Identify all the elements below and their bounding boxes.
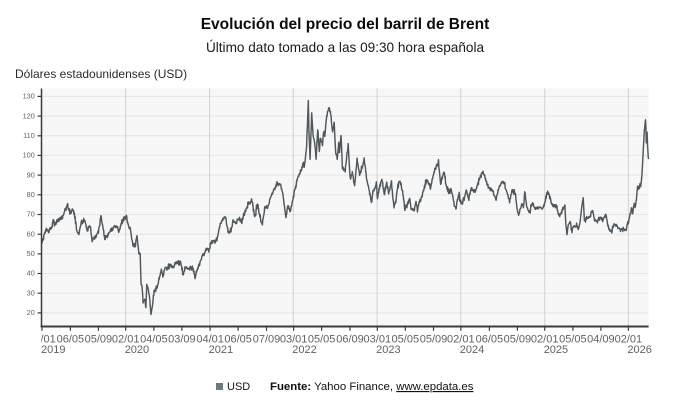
svg-text:80: 80 (27, 190, 35, 199)
svg-text:04/05: 04/05 (140, 334, 168, 346)
svg-text:02/01: 02/01 (447, 334, 475, 346)
svg-text:02/01: 02/01 (112, 334, 140, 346)
svg-text:40: 40 (27, 269, 35, 278)
svg-text:05/09: 05/09 (504, 334, 532, 346)
svg-text:07/09: 07/09 (253, 334, 281, 346)
svg-text:30: 30 (27, 288, 35, 297)
svg-text:Fuente: Yahoo Finance, www.epd: Fuente: Yahoo Finance, www.epdata.es (270, 381, 474, 393)
svg-text:70: 70 (27, 210, 35, 219)
svg-text:130: 130 (23, 92, 35, 101)
svg-text:90: 90 (27, 170, 35, 179)
svg-text:06/05: 06/05 (476, 334, 504, 346)
svg-text:04/09: 04/09 (587, 334, 615, 346)
svg-text:2020: 2020 (125, 344, 149, 356)
svg-text:03/09: 03/09 (168, 334, 196, 346)
svg-text:03/01: 03/01 (364, 334, 392, 346)
svg-text:06/05: 06/05 (57, 334, 85, 346)
svg-text:2021: 2021 (209, 344, 233, 356)
svg-text:02/01: 02/01 (615, 334, 643, 346)
svg-text:04/01: 04/01 (196, 334, 224, 346)
svg-text:05/09: 05/09 (85, 334, 113, 346)
svg-text:06/05: 06/05 (224, 334, 252, 346)
svg-text:20: 20 (27, 308, 35, 317)
svg-text:05/05: 05/05 (308, 334, 336, 346)
svg-text:120: 120 (23, 111, 35, 120)
svg-text:05/05: 05/05 (392, 334, 420, 346)
svg-text:02/01: 02/01 (531, 334, 559, 346)
svg-text:60: 60 (27, 229, 35, 238)
svg-text:2024: 2024 (460, 344, 484, 356)
svg-text:2022: 2022 (292, 344, 316, 356)
svg-text:05/09: 05/09 (420, 334, 448, 346)
svg-text:2019: 2019 (41, 344, 65, 356)
svg-text:02/01: 02/01 (28, 334, 56, 346)
svg-text:50: 50 (27, 249, 35, 258)
svg-text:100: 100 (23, 151, 35, 160)
svg-text:2023: 2023 (376, 344, 400, 356)
svg-text:06/09: 06/09 (336, 334, 364, 346)
svg-text:110: 110 (23, 131, 35, 140)
svg-text:2025: 2025 (544, 344, 568, 356)
svg-text:03/01: 03/01 (280, 334, 308, 346)
svg-text:USD: USD (227, 381, 250, 393)
svg-text:05/05: 05/05 (559, 334, 587, 346)
svg-text:2026: 2026 (627, 344, 651, 356)
